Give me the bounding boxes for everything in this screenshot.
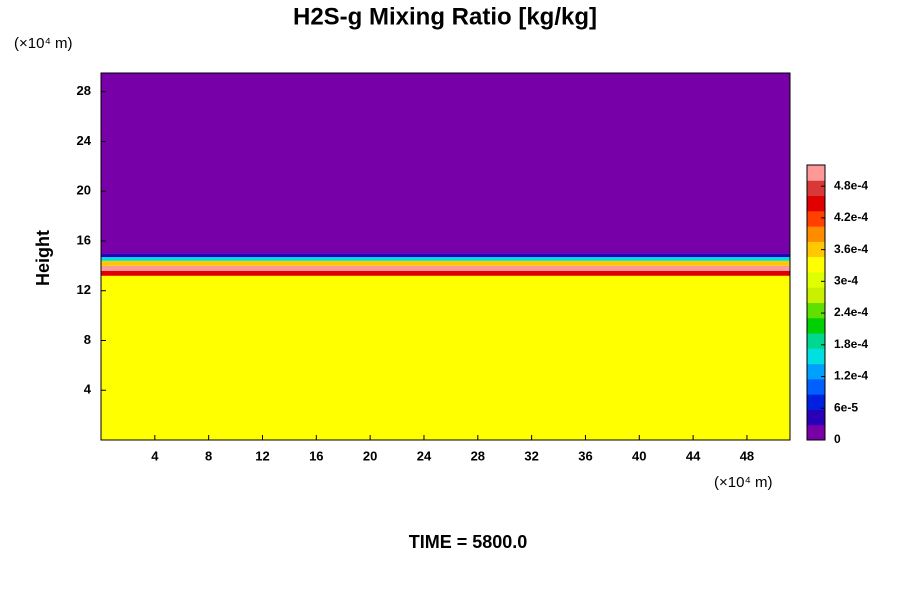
colorbar-segment [807,333,825,349]
colorbar-tick-label: 4.8e-4 [834,178,868,192]
colorbar-frame [806,164,826,441]
colorbar-segment [807,241,825,258]
x-unit: (×10⁴ m) [714,474,773,491]
x-tick-label: 36 [578,448,592,463]
colorbar-tick-label: 6e-5 [834,400,858,414]
colorbar-segment [807,363,825,380]
x-tick-label: 32 [524,448,538,463]
x-tick-label: 40 [632,448,646,463]
heat-band [101,257,790,261]
colorbar-tick-label: 2.4e-4 [834,305,868,319]
colorbar-segment [807,348,825,365]
colorbar-segment [807,424,825,441]
colorbar-segment [807,165,825,181]
x-tick-label: 16 [309,448,323,463]
heat-band [101,73,790,254]
y-unit: (×10⁴ m) [14,35,73,52]
colorbar-segment [807,226,825,242]
colorbar-tick-label: 0 [834,432,841,446]
x-tick-label: 24 [417,448,432,463]
footer: TIME = 5800.0 [409,532,528,552]
colorbar-segment [807,256,825,273]
plot-frame [100,72,791,441]
chart-title: H2S-g Mixing Ratio [kg/kg] [293,3,597,30]
colorbar-segment [807,394,825,410]
x-tick-label: 12 [255,448,269,463]
colorbar-tick-label: 3e-4 [834,274,858,288]
colorbar-tick-label: 3.6e-4 [834,242,868,256]
y-tick-label: 16 [77,232,91,247]
y-tick-label: 28 [77,83,91,98]
y-tick-label: 8 [84,332,91,347]
heat-band [101,275,790,440]
y-tick-label: 4 [84,382,92,397]
y-axis-label: Height [33,230,53,286]
colorbar-segment [807,409,825,426]
x-tick-label: 44 [686,448,701,463]
colorbar-segment [807,302,825,319]
x-tick-label: 48 [740,448,754,463]
colorbar-segment [807,287,825,303]
colorbar-segment [807,210,825,227]
y-tick-label: 20 [77,183,91,198]
colorbar-segment [807,271,825,288]
x-tick-label: 4 [151,448,159,463]
heat-band [101,253,790,258]
x-tick-label: 8 [205,448,212,463]
colorbar-segment [807,317,825,334]
heat-band [101,265,790,271]
colorbar-segment [807,180,825,197]
colorbar-tick-label: 1.8e-4 [834,337,868,351]
colorbar-segment [807,195,825,212]
colorbar-tick-label: 4.2e-4 [834,210,868,224]
colorbar-segment [807,378,825,395]
colorbar-tick-label: 1.2e-4 [834,369,868,383]
heat-band [101,270,790,276]
y-tick-label: 12 [77,282,91,297]
x-tick-label: 28 [471,448,485,463]
y-tick-label: 24 [77,133,92,148]
x-tick-label: 20 [363,448,377,463]
heat-band [101,260,790,266]
